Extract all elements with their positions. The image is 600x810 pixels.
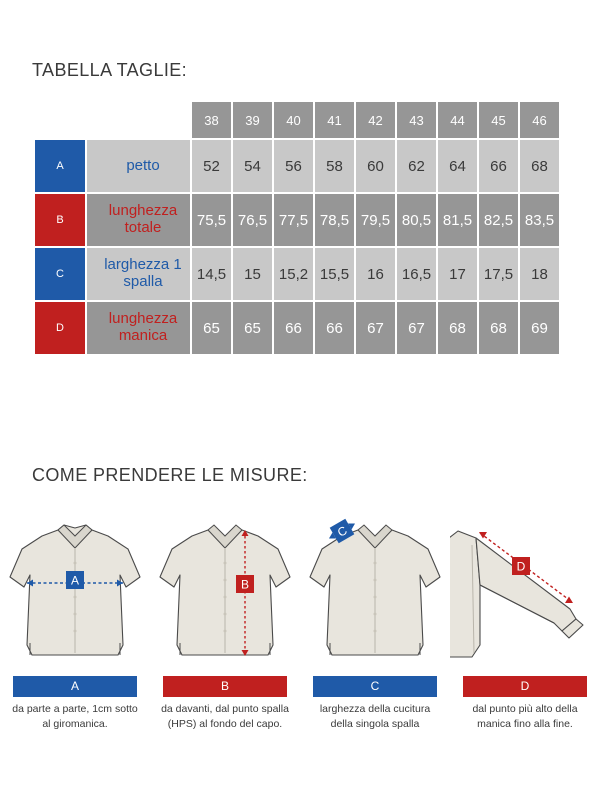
guide-item-b: B B da davanti, dal punto spalla (HPS) a… <box>150 505 300 732</box>
size-header-cell: 38 <box>192 102 231 138</box>
shirt-front-shoulder-width-icon: C <box>300 505 450 673</box>
row-letter-badge: C <box>35 248 85 300</box>
size-header-cell: 42 <box>356 102 395 138</box>
table-cell: 83,5 <box>520 194 559 246</box>
guide-caption-a: da parte a parte, 1cm sotto al giromanic… <box>12 703 138 731</box>
table-cell: 68 <box>520 140 559 192</box>
guide-bar-b: B <box>163 676 287 697</box>
table-cell: 16 <box>356 248 395 300</box>
table-cell: 77,5 <box>274 194 313 246</box>
size-header-cell: 44 <box>438 102 477 138</box>
table-cell: 58 <box>315 140 354 192</box>
guide-caption-c: larghezza della cucitura della singola s… <box>319 703 431 731</box>
diagram-badge-b: B <box>241 578 249 592</box>
table-cell: 76,5 <box>233 194 272 246</box>
measurement-guide: A A da parte a parte, 1cm sotto al girom… <box>0 505 600 732</box>
table-cell: 56 <box>274 140 313 192</box>
shirt-front-chest-width-icon: A <box>0 505 150 673</box>
row-measure-label: lunghezza totale <box>87 194 190 246</box>
table-cell: 67 <box>397 302 436 354</box>
table-cell: 62 <box>397 140 436 192</box>
guide-bar-a: A <box>13 676 137 697</box>
table-cell: 79,5 <box>356 194 395 246</box>
table-cell: 66 <box>479 140 518 192</box>
table-cell: 65 <box>233 302 272 354</box>
table-row: A petto 52 54 56 58 60 62 64 66 68 <box>35 140 559 192</box>
table-cell: 65 <box>192 302 231 354</box>
table-cell: 68 <box>438 302 477 354</box>
diagram-badge-d: D <box>517 560 526 574</box>
row-measure-label: larghezza 1 spalla <box>87 248 190 300</box>
table-cell: 64 <box>438 140 477 192</box>
table-cell: 66 <box>315 302 354 354</box>
table-cell: 67 <box>356 302 395 354</box>
table-cell: 16,5 <box>397 248 436 300</box>
size-header-cell: 40 <box>274 102 313 138</box>
shirt-sleeve-length-icon: D <box>450 505 600 673</box>
header-spacer-label <box>87 102 190 138</box>
header-spacer-letter <box>35 102 85 138</box>
table-cell: 69 <box>520 302 559 354</box>
table-cell: 15 <box>233 248 272 300</box>
size-chart-table: 38 39 40 41 42 43 44 45 46 A petto 52 54… <box>33 100 561 356</box>
table-row: B lunghezza totale 75,5 76,5 77,5 78,5 7… <box>35 194 559 246</box>
table-cell: 14,5 <box>192 248 231 300</box>
table-cell: 78,5 <box>315 194 354 246</box>
table-cell: 75,5 <box>192 194 231 246</box>
size-header-cell: 45 <box>479 102 518 138</box>
table-cell: 66 <box>274 302 313 354</box>
page-title-size-table: TABELLA TAGLIE: <box>32 60 188 80</box>
page-title-how-to-measure: COME PRENDERE LE MISURE: <box>32 465 308 485</box>
table-cell: 15,2 <box>274 248 313 300</box>
guide-caption-b: da davanti, dal punto spalla (HPS) al fo… <box>161 703 289 731</box>
table-cell: 81,5 <box>438 194 477 246</box>
table-cell: 82,5 <box>479 194 518 246</box>
table-cell: 52 <box>192 140 231 192</box>
row-letter-badge: A <box>35 140 85 192</box>
row-measure-label: petto <box>87 140 190 192</box>
row-measure-label: lunghezza manica <box>87 302 190 354</box>
size-header-cell: 39 <box>233 102 272 138</box>
guide-bar-d: D <box>463 676 587 697</box>
table-cell: 15,5 <box>315 248 354 300</box>
shirt-front-total-length-icon: B <box>150 505 300 673</box>
size-header-cell: 41 <box>315 102 354 138</box>
row-letter-badge: B <box>35 194 85 246</box>
guide-item-d: D D dal punto più alto della manica fino… <box>450 505 600 732</box>
guide-item-c: C C larghezza della cucitura della singo… <box>300 505 450 732</box>
table-cell: 17,5 <box>479 248 518 300</box>
table-cell: 60 <box>356 140 395 192</box>
size-header-cell: 46 <box>520 102 559 138</box>
table-cell: 17 <box>438 248 477 300</box>
diagram-badge-a: A <box>71 574 79 588</box>
table-row: C larghezza 1 spalla 14,5 15 15,2 15,5 1… <box>35 248 559 300</box>
table-cell: 68 <box>479 302 518 354</box>
table-cell: 80,5 <box>397 194 436 246</box>
table-row: D lunghezza manica 65 65 66 66 67 67 68 … <box>35 302 559 354</box>
table-cell: 54 <box>233 140 272 192</box>
guide-caption-d: dal punto più alto della manica fino all… <box>472 703 578 731</box>
guide-bar-c: C <box>313 676 437 697</box>
row-letter-badge: D <box>35 302 85 354</box>
table-header-row: 38 39 40 41 42 43 44 45 46 <box>35 102 559 138</box>
guide-item-a: A A da parte a parte, 1cm sotto al girom… <box>0 505 150 732</box>
table-cell: 18 <box>520 248 559 300</box>
size-header-cell: 43 <box>397 102 436 138</box>
